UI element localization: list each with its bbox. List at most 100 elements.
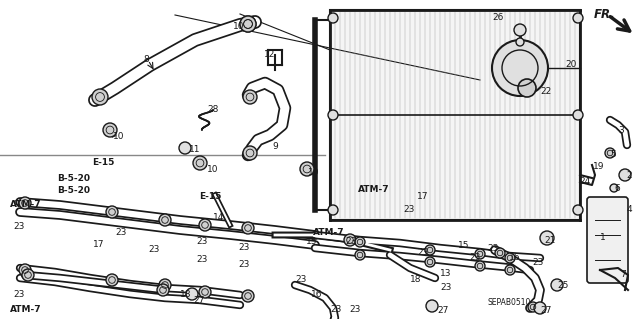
Text: 23: 23: [487, 244, 499, 253]
Circle shape: [425, 257, 435, 267]
Circle shape: [573, 205, 583, 215]
Text: 8: 8: [143, 55, 148, 64]
Circle shape: [193, 156, 207, 170]
Circle shape: [475, 249, 485, 259]
Text: 23: 23: [13, 290, 24, 299]
Circle shape: [516, 38, 524, 46]
Text: SEPAB0510: SEPAB0510: [487, 298, 531, 307]
Circle shape: [573, 110, 583, 120]
Circle shape: [426, 300, 438, 312]
Text: 17: 17: [417, 192, 429, 201]
Circle shape: [199, 219, 211, 231]
Text: 23: 23: [403, 205, 414, 214]
Text: 22: 22: [540, 87, 551, 96]
Text: 23: 23: [238, 260, 250, 269]
Text: 23: 23: [295, 275, 307, 284]
Text: ATM-7: ATM-7: [313, 228, 344, 237]
Circle shape: [425, 245, 435, 255]
Circle shape: [505, 265, 515, 275]
Text: 23: 23: [238, 243, 250, 252]
Circle shape: [199, 286, 211, 298]
Circle shape: [619, 169, 631, 181]
FancyBboxPatch shape: [587, 197, 628, 283]
Circle shape: [240, 16, 256, 32]
Circle shape: [355, 250, 365, 260]
Circle shape: [492, 40, 548, 96]
Circle shape: [328, 110, 338, 120]
Text: 23: 23: [196, 255, 207, 264]
Text: 15: 15: [306, 237, 317, 246]
Circle shape: [243, 90, 257, 104]
Text: 7: 7: [620, 270, 626, 279]
Circle shape: [179, 142, 191, 154]
Text: 3: 3: [618, 126, 624, 135]
Circle shape: [518, 79, 536, 97]
Text: 18: 18: [410, 275, 422, 284]
Text: 23: 23: [532, 258, 543, 267]
Text: 27: 27: [437, 306, 449, 315]
Text: 14: 14: [213, 213, 225, 222]
Text: 24: 24: [579, 177, 590, 186]
Text: 13: 13: [440, 269, 451, 278]
Circle shape: [159, 214, 171, 226]
Text: 10: 10: [233, 22, 244, 31]
Circle shape: [475, 261, 485, 271]
Text: 17: 17: [93, 240, 104, 249]
Text: 10: 10: [308, 168, 319, 177]
Circle shape: [495, 248, 505, 258]
Circle shape: [106, 206, 118, 218]
Text: ATM-7: ATM-7: [358, 185, 390, 194]
Text: 23: 23: [13, 222, 24, 231]
Circle shape: [22, 269, 34, 281]
Text: 15: 15: [458, 241, 470, 250]
Circle shape: [242, 290, 254, 302]
Circle shape: [92, 89, 108, 105]
Circle shape: [19, 197, 31, 209]
Text: 19: 19: [593, 162, 605, 171]
Text: 11: 11: [189, 145, 200, 154]
Circle shape: [605, 148, 615, 158]
Text: 23: 23: [115, 228, 126, 237]
Circle shape: [505, 253, 515, 263]
Text: 2: 2: [626, 171, 632, 180]
Circle shape: [106, 274, 118, 286]
Circle shape: [186, 288, 198, 300]
Circle shape: [355, 237, 365, 247]
Text: 28: 28: [207, 105, 218, 114]
Circle shape: [240, 16, 256, 32]
Circle shape: [528, 302, 538, 312]
Text: 18: 18: [180, 290, 191, 299]
Circle shape: [551, 279, 563, 291]
Circle shape: [157, 284, 169, 296]
Text: E-15: E-15: [199, 192, 221, 201]
Text: E-15: E-15: [92, 158, 115, 167]
Circle shape: [300, 162, 314, 176]
Text: 27: 27: [193, 296, 204, 305]
Text: 27: 27: [540, 306, 552, 315]
Text: 5: 5: [610, 150, 616, 159]
Circle shape: [242, 222, 254, 234]
Text: 23: 23: [196, 237, 207, 246]
Text: 20: 20: [565, 60, 577, 69]
Text: 23: 23: [417, 248, 428, 257]
Text: 10: 10: [207, 165, 218, 174]
Text: B-5-20: B-5-20: [57, 174, 90, 183]
Text: ATM-7: ATM-7: [10, 305, 42, 314]
Polygon shape: [330, 10, 580, 220]
Circle shape: [540, 231, 554, 245]
Circle shape: [159, 279, 171, 291]
Text: 25: 25: [557, 281, 568, 290]
Text: 23: 23: [469, 253, 481, 262]
Text: 9: 9: [272, 142, 278, 151]
Text: 16: 16: [311, 290, 323, 299]
Text: 23: 23: [345, 237, 356, 246]
Circle shape: [243, 146, 257, 160]
Circle shape: [534, 302, 546, 314]
Text: 4: 4: [627, 205, 632, 214]
Text: B-5-20: B-5-20: [57, 186, 90, 195]
Text: 23: 23: [148, 245, 159, 254]
Text: 12: 12: [264, 50, 275, 59]
Circle shape: [103, 123, 117, 137]
Circle shape: [19, 264, 31, 276]
Text: FR.: FR.: [594, 8, 616, 21]
